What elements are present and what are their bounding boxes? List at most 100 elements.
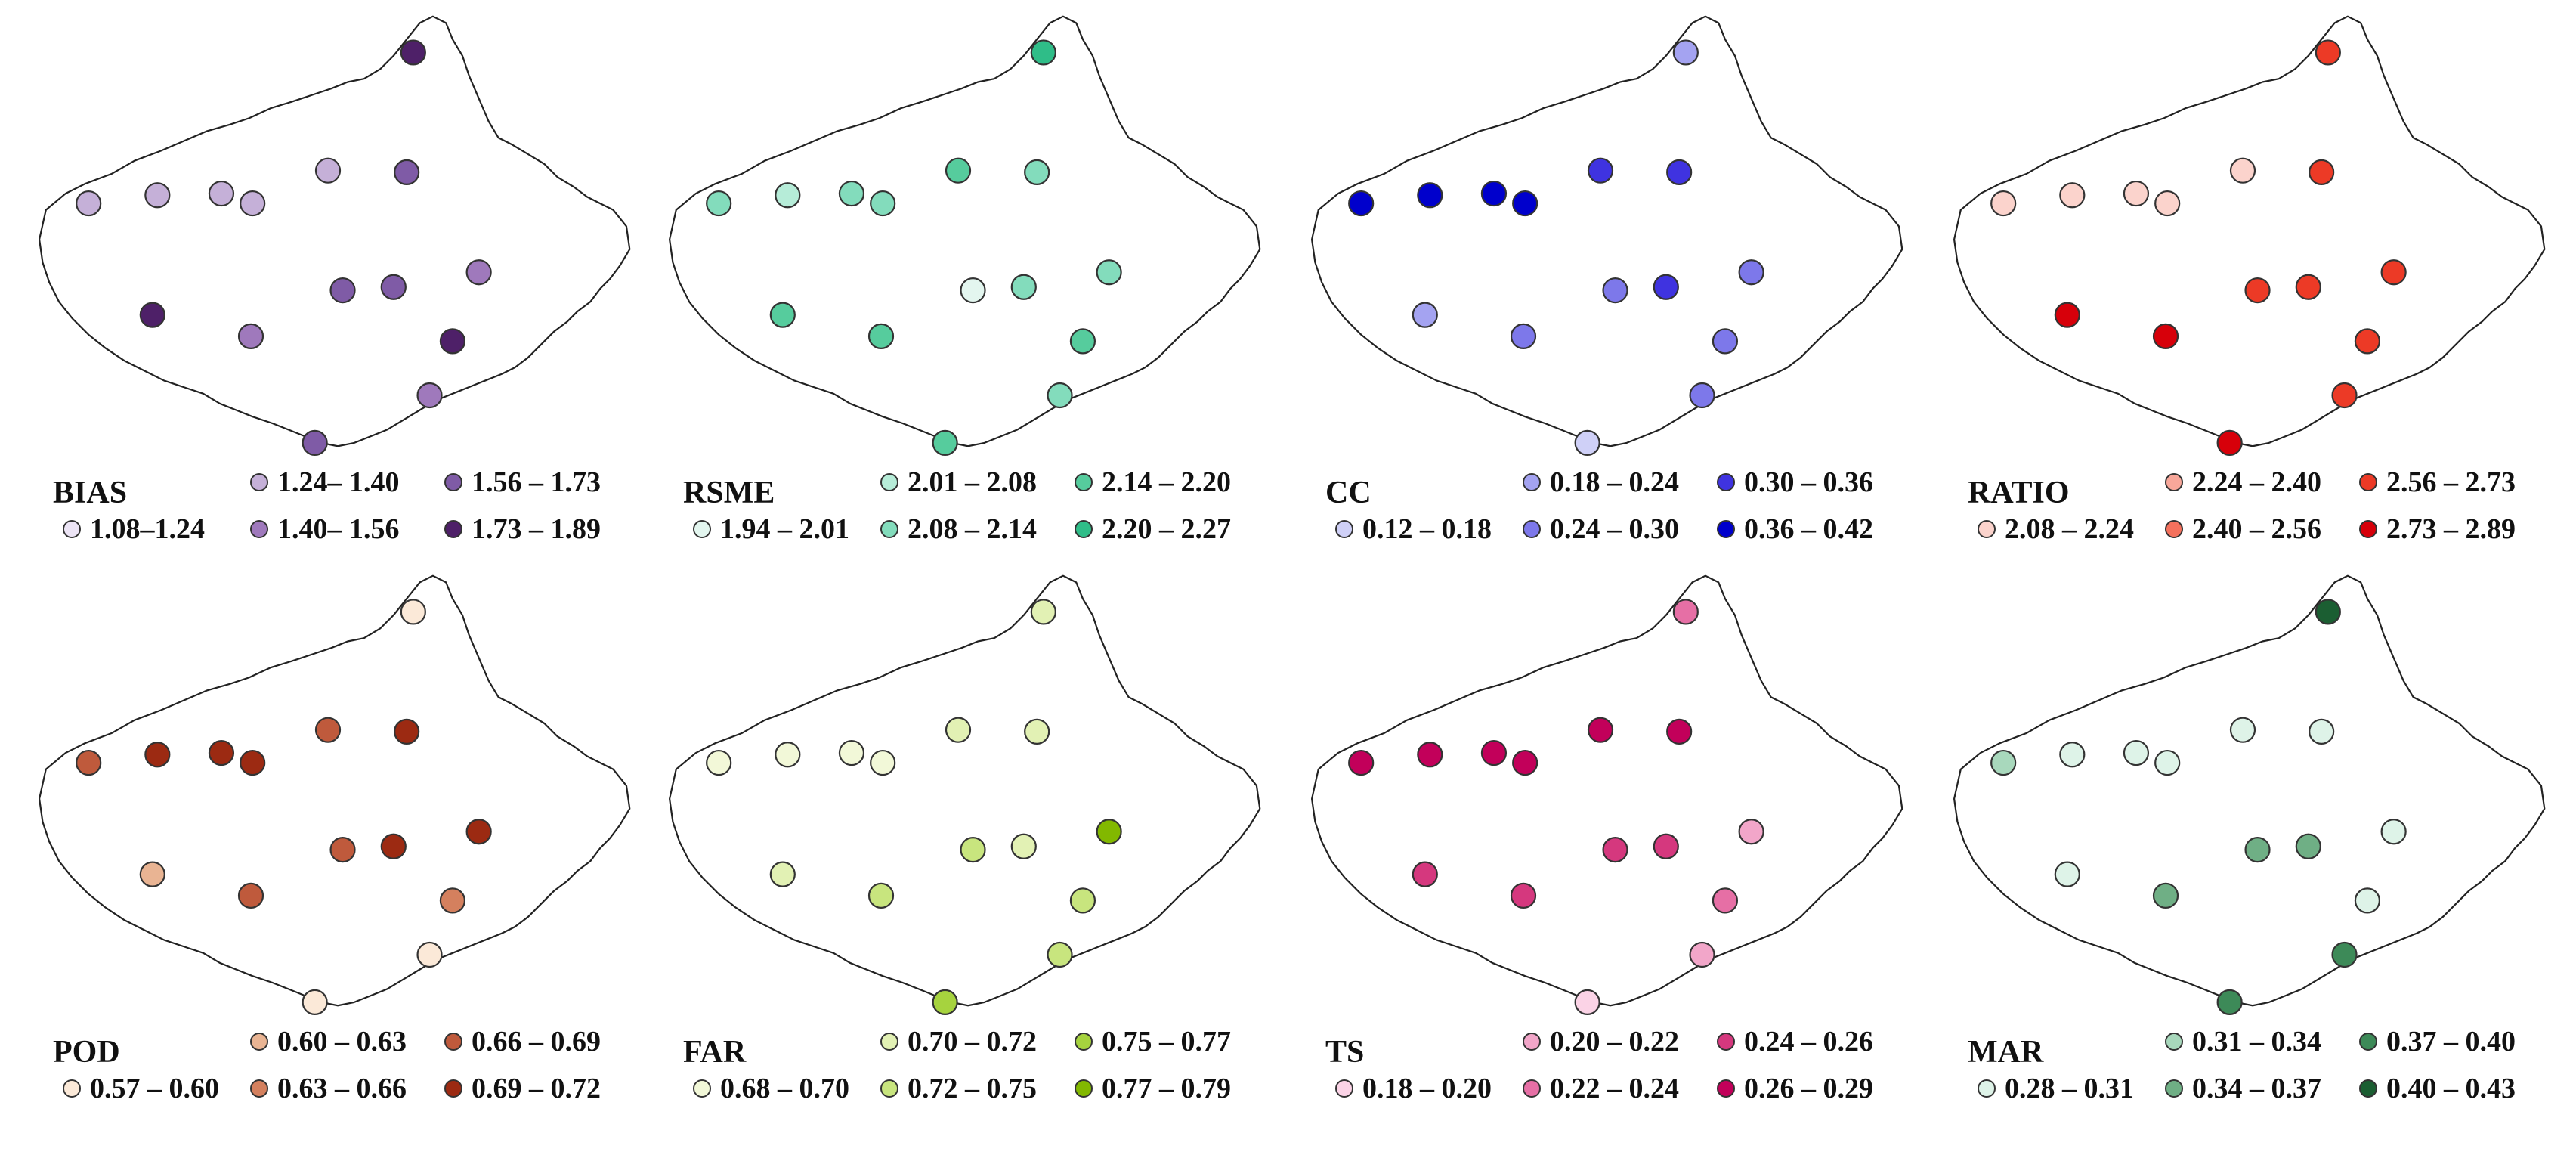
station-marker [76,749,102,776]
station-marker [2229,157,2256,184]
station-marker [439,328,466,355]
station-marker [2295,274,2321,300]
legend-swatch [444,473,462,491]
station-marker [2054,302,2080,328]
station-marker [1096,819,1122,845]
station-marker [144,742,171,768]
station-marker [1574,989,1600,1016]
station-marker [314,717,342,743]
legend-swatch [1523,1033,1541,1051]
panel-label: FAR [683,1035,747,1070]
basin-map [1953,574,2546,1007]
station-marker [1417,182,1443,209]
basin-boundary [38,15,631,447]
station-marker [2354,328,2381,355]
legend-swatch [2165,1033,2183,1051]
legend-swatch [1523,473,1541,491]
station-marker [769,861,796,887]
basin-boundary [1310,15,1903,447]
station-marker [2059,182,2086,209]
panel-label: POD [53,1035,120,1070]
map-panel-ts: TS0.18 – 0.20 0.20 – 0.22 0.22 – 0.24 0.24 … [1310,574,1903,1104]
station-marker [2154,749,2181,776]
panel-label: TS [1325,1035,1364,1070]
legend-swatch [693,1079,711,1098]
legend-swatch [2359,1033,2377,1051]
station-marker [1047,941,1073,968]
station-marker [465,259,492,286]
station-marker [2229,717,2256,743]
station-marker [1510,882,1537,909]
basin-map [668,15,1261,447]
panel-label: RSME [683,475,775,510]
station-marker [380,274,407,300]
legend-swatch [880,1033,898,1051]
legend-label: 2.01 – 2.08 [908,466,1037,498]
legend-label: 0.24 – 0.30 [1550,513,1679,545]
panel-label: MAR [1968,1035,2044,1070]
station-marker [2154,190,2181,217]
legend-label: 0.68 – 0.70 [720,1073,849,1104]
station-marker [769,302,796,328]
legend-swatch [880,1079,898,1098]
station-marker [1738,259,1764,286]
station-marker [1689,941,1715,968]
legend-label: 0.34 – 0.37 [2192,1073,2321,1104]
legend-label: 0.18 – 0.24 [1550,466,1679,498]
legend-swatch [1075,1033,1093,1051]
legend-swatch [2359,520,2377,538]
legend-swatch [1335,1079,1353,1098]
legend-label: 1.24– 1.40 [277,466,400,498]
legend-swatch [250,1079,268,1098]
station-marker [1672,599,1699,625]
station-marker [1574,429,1600,457]
legend-label: 0.40 – 0.43 [2386,1073,2516,1104]
station-marker [1587,717,1614,743]
legend-label: 0.22 – 0.24 [1550,1073,1679,1104]
station-marker [208,739,235,766]
legend-swatch [1075,473,1093,491]
legend-label: 1.40– 1.56 [277,513,400,545]
station-marker [932,989,958,1016]
station-marker [960,836,986,863]
station-marker [1653,274,1679,300]
station-marker [1010,833,1037,859]
station-marker [394,159,420,185]
station-marker [2309,159,2335,185]
station-marker [302,429,328,457]
legend-label: 2.73 – 2.89 [2386,513,2516,545]
station-marker [932,429,958,457]
station-marker [240,190,266,217]
station-marker [1689,382,1715,409]
station-marker [706,190,732,217]
station-marker [237,882,264,909]
station-marker [1069,887,1096,914]
legend-label: 0.24 – 0.26 [1744,1026,1873,1057]
station-marker [1666,718,1693,745]
basin-boundary [1953,574,2546,1007]
legend-swatch [880,473,898,491]
station-marker [838,180,865,207]
legend-label: 0.20 – 0.22 [1550,1026,1679,1057]
station-marker [2216,989,2243,1016]
station-marker [380,833,407,859]
station-marker [1096,259,1122,286]
legend-swatch [2165,1079,2183,1098]
legend-swatch [1335,520,1353,538]
station-marker [1412,302,1438,328]
station-marker [945,157,972,184]
legend-swatch [2165,473,2183,491]
legend-label: 0.37 – 0.40 [2386,1026,2516,1057]
station-marker [237,323,264,349]
station-marker [2380,819,2407,845]
station-marker [2059,742,2086,768]
legend-swatch [250,473,268,491]
station-marker [2354,887,2381,914]
station-marker [1069,328,1096,355]
legend-label: 0.31 – 0.34 [2192,1026,2321,1057]
legend-label: 0.60 – 0.63 [277,1026,407,1057]
legend-label: 0.69 – 0.72 [472,1073,601,1104]
legend-swatch [1523,520,1541,538]
